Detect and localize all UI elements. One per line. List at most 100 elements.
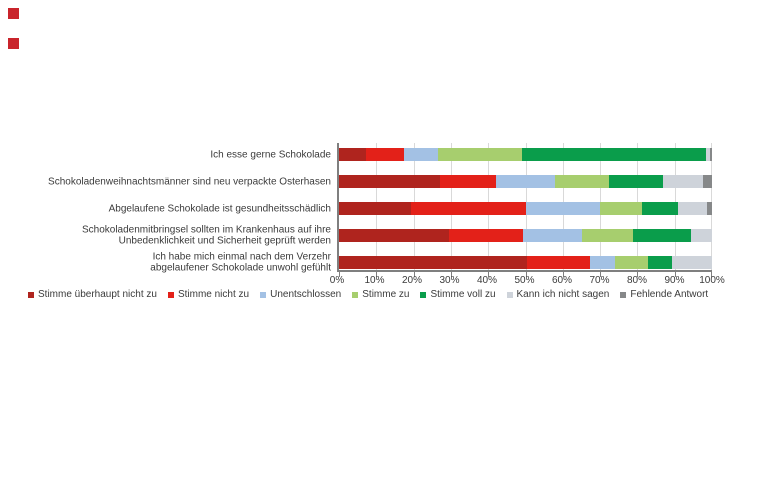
bar-segment [522, 148, 707, 161]
x-axis-tick [339, 272, 340, 277]
bar-row [339, 202, 712, 215]
bar-segment [554, 175, 610, 188]
category-labels: Ich esse gerne Schokolade Schokoladenweih… [0, 0, 331, 491]
bar-segment [600, 202, 642, 215]
legend-label: Kann ich nicht sagen [516, 289, 610, 300]
category-label-line: Ich habe mich einmal nach dem Verzehr [152, 251, 331, 262]
bar-segment [437, 148, 523, 161]
category-label: Ich habe mich einmal nach dem Verzehr abg… [150, 251, 331, 274]
legend-label: Stimme nicht zu [177, 289, 250, 300]
bar-segment [582, 229, 633, 242]
x-tick-label: 50% [514, 275, 535, 286]
bar-segment [632, 229, 691, 242]
legend-swatch [260, 291, 267, 298]
legend-item: Kann ich nicht sagen [506, 289, 610, 300]
x-axis-tick [674, 272, 676, 277]
bar-segment [671, 256, 712, 269]
legend-label: Stimme zu [362, 289, 410, 300]
x-axis-tick [562, 272, 564, 277]
bar-segment [703, 175, 712, 188]
bar-segment [339, 229, 450, 242]
x-axis-tick [376, 272, 378, 277]
x-tick-label: 100% [699, 275, 725, 286]
legend-swatch [352, 291, 359, 298]
legend-label: Stimme voll zu [430, 289, 496, 300]
legend-label: Stimme überhaupt nicht zu [38, 289, 157, 300]
legend-item: Stimme zu [352, 289, 409, 300]
category-label: Schokoladenweihnachtsmänner sind neu ver… [48, 176, 331, 188]
x-tick-label: 0% [329, 275, 345, 286]
bar-segment [647, 256, 672, 269]
x-axis-tick [637, 272, 639, 277]
bar-segment [706, 148, 711, 161]
bar-row [339, 229, 712, 242]
x-tick-label: 20% [401, 275, 423, 286]
bar-segment [526, 202, 601, 215]
bar-segment [523, 229, 583, 242]
x-axis-tick [450, 272, 452, 277]
bar-segment [365, 148, 404, 161]
bar-segment [678, 202, 708, 215]
plot-area [337, 143, 712, 277]
decor-red-square-bottom [8, 38, 19, 49]
category-label-line: Schokoladenweihnachtsmänner sind neu ver… [48, 175, 331, 187]
x-tick-label: 70% [589, 275, 610, 286]
legend-label: Unentschlossen [270, 289, 342, 300]
category-label: Ich esse gerne Schokolade [210, 149, 331, 161]
x-axis-tick [488, 272, 490, 277]
bar-segment [662, 175, 704, 188]
category-label-line: Abgelaufene Schokolade ist gesundheitssc… [108, 202, 331, 214]
legend-swatch [620, 291, 627, 298]
x-axis-tick [711, 272, 712, 277]
category-label-line: abgelaufener Schokolade unwohl gefühlt [150, 262, 331, 274]
x-tick-label: 30% [439, 275, 460, 286]
bar-segment [339, 148, 366, 161]
decor-red-square-top [8, 8, 19, 19]
legend-swatch [420, 291, 427, 298]
bar-segment [527, 256, 590, 269]
bar-row [339, 148, 712, 161]
x-tick-label: 90% [664, 275, 685, 286]
x-axis-tick [413, 272, 415, 277]
category-label: Abgelaufene Schokolade ist gesundheitssc… [109, 203, 331, 215]
x-tick-label: 10% [364, 275, 385, 286]
legend-swatch [28, 291, 34, 298]
bar-segment [449, 229, 524, 242]
x-tick-label: 80% [626, 275, 648, 286]
bar-segment [609, 175, 663, 188]
bar-segment [589, 256, 615, 269]
legend-item: Unentschlossen [260, 289, 341, 300]
legend-item: Stimme überhaupt nicht zu [28, 289, 157, 300]
category-label: Schokoladenmitbringsel sollten im Kranke… [82, 224, 331, 247]
bar-segment [440, 175, 496, 188]
legend-item: Fehlende Antwort [620, 289, 708, 300]
bar-segment [614, 256, 648, 269]
bar-row [339, 175, 712, 188]
x-axis-tick-labels: 0% 10% 20% 30% 40% 50% 60% 70% 80% 90% 100% [330, 275, 725, 287]
legend-label: Fehlende Antwort [630, 289, 709, 300]
bar-segment [495, 175, 555, 188]
bar-segment [690, 229, 712, 242]
x-tick-label: 40% [476, 275, 498, 286]
x-tick-label: 60% [551, 275, 573, 286]
bar-segment [339, 175, 441, 188]
category-label-line: Ich esse gerne Schokolade [210, 148, 331, 160]
bar-segment [710, 148, 712, 161]
chart-legend: Stimme überhaupt nicht zu Stimme nicht zu… [28, 289, 738, 300]
bar-segment [707, 202, 712, 215]
bar-segment [403, 148, 438, 161]
bar-row [339, 256, 712, 269]
legend-swatch [506, 291, 513, 298]
category-label-line: Unbedenklichkeit und Sicherheit geprüft … [118, 235, 331, 247]
bar-segment [339, 256, 528, 269]
bar-segment [641, 202, 679, 215]
x-axis-tick [600, 272, 602, 277]
legend-item: Stimme voll zu [420, 289, 496, 300]
legend-item: Stimme nicht zu [167, 289, 250, 300]
bar-segment [410, 202, 527, 215]
bar-segment [339, 202, 411, 215]
x-axis-tick [525, 272, 527, 277]
category-label-line: Schokoladenmitbringsel sollten im Kranke… [81, 224, 331, 235]
legend-swatch [167, 291, 174, 298]
